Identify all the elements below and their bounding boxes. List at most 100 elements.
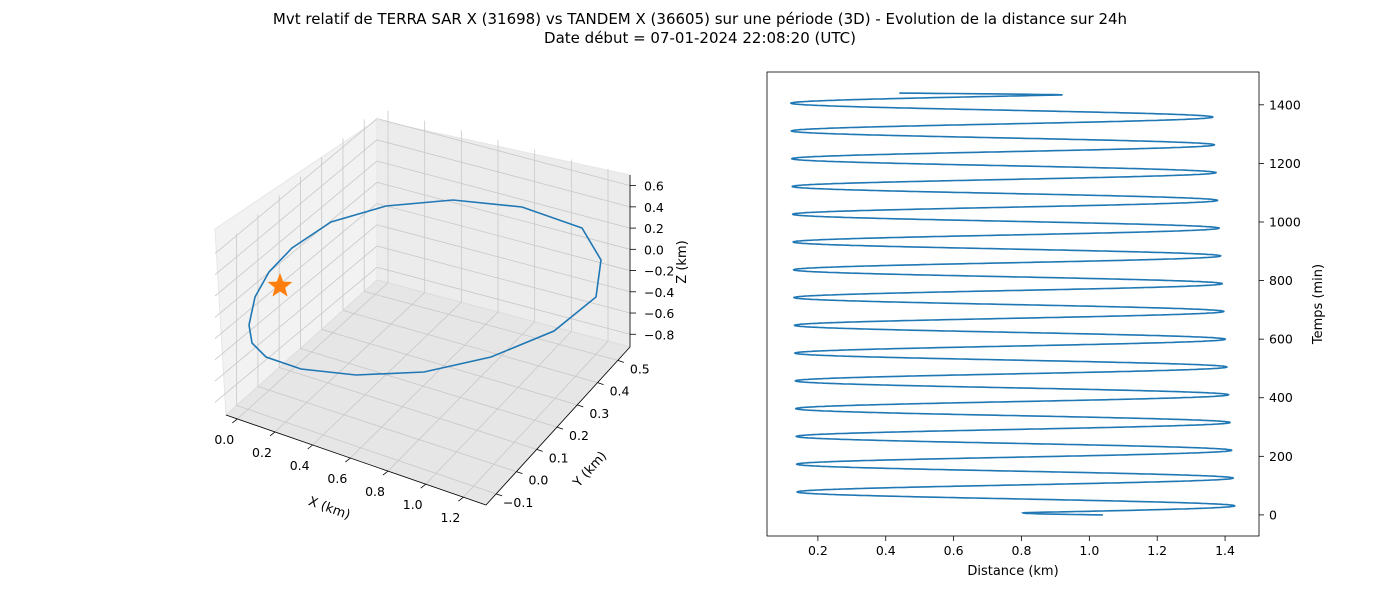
z-tick-label: −0.4 <box>644 285 674 300</box>
grid-line-z-left <box>214 245 378 382</box>
x-tick-label: 0.8 <box>365 484 385 499</box>
grid-line-x <box>237 282 389 420</box>
grid-line-x <box>350 311 499 459</box>
y-tick <box>617 359 624 363</box>
y-tick-label-2d: 0 <box>1269 507 1277 522</box>
y-tick-label-2d: 200 <box>1269 449 1293 464</box>
trajectory-path <box>248 199 602 376</box>
x-tick-label: 1.0 <box>403 497 423 512</box>
origin-star-marker <box>267 273 293 297</box>
trajectory-3d <box>248 199 602 376</box>
z-tick-label: 0.2 <box>644 221 664 236</box>
x-tick <box>232 418 238 424</box>
y-tick <box>556 426 564 430</box>
x-tick-label-2d: 0.6 <box>944 543 964 558</box>
chart-3d: 0.00.20.40.60.81.01.2−0.10.00.10.20.30.4… <box>214 110 690 526</box>
x-tick <box>382 470 389 476</box>
x-tick <box>307 444 313 450</box>
z-tick-label: 0.0 <box>644 242 664 257</box>
x-tick-label: 0.0 <box>214 432 234 447</box>
figure-title: Mvt relatif de TERRA SAR X (31698) vs TA… <box>272 10 1128 28</box>
x-tick <box>458 496 464 502</box>
y-tick-label: 0.3 <box>589 406 609 421</box>
grid-line-z-left <box>214 118 378 254</box>
z-axis-label: Z (km) <box>675 240 690 283</box>
ticks-3d: 0.00.20.40.60.81.01.2−0.10.00.10.20.30.4… <box>214 179 674 526</box>
grid-line-z-left <box>214 203 378 339</box>
x-tick-label-2d: 0.4 <box>876 543 896 558</box>
x-tick <box>420 483 426 489</box>
z-tick-label: −0.2 <box>644 264 674 279</box>
grid-line-z-left <box>214 139 378 276</box>
y-axis-label-2d: Temps (min) <box>1311 264 1326 345</box>
y-tick-label-2d: 600 <box>1269 332 1293 347</box>
grid-line-z <box>376 203 631 271</box>
y-tick <box>536 448 543 452</box>
grid-line-z-left <box>214 182 378 318</box>
x-ticks: 0.2 0.4 0.6 0.8 1.0 1.2 1.4 <box>808 536 1235 558</box>
x-tick-label: 0.6 <box>327 471 347 486</box>
grid-line-y <box>279 367 537 450</box>
grid-line-y <box>257 386 517 472</box>
x-tick-label: 0.4 <box>290 458 310 473</box>
grid-line-z <box>376 266 631 335</box>
y-tick-label: 0.2 <box>569 428 589 443</box>
grid-line-y <box>321 329 578 406</box>
chart-2d: 0.2 0.4 0.6 0.8 1.0 1.2 1.4 0 200 400 600 800 1000 1… <box>766 71 1326 579</box>
x-tick-label-2d: 1.0 <box>1079 543 1099 558</box>
grid-line-z-left <box>214 266 378 403</box>
grid-line-x <box>425 331 572 485</box>
figure-subtitle: Date début = 07-01-2024 22:08:20 (UTC) <box>544 29 856 47</box>
x-tick-label-2d: 0.8 <box>1012 543 1032 558</box>
z-tick-label: 0.4 <box>644 200 664 215</box>
y-tick-label-2d: 400 <box>1269 390 1293 405</box>
x-tick-label: 1.2 <box>440 510 460 525</box>
grid-line-z-left <box>214 160 378 297</box>
x-axis-label-2d: Distance (km) <box>967 564 1058 579</box>
y-tick-label: 0.5 <box>630 361 650 376</box>
y-tick-label: 0.0 <box>528 473 548 488</box>
grid-line-z-left <box>214 224 378 361</box>
y-tick-label: −0.1 <box>503 495 533 510</box>
x-tick-label-2d: 1.4 <box>1215 543 1235 558</box>
grid-line-y <box>364 291 618 361</box>
y-tick-label-2d: 800 <box>1269 273 1293 288</box>
y-tick-label: 0.1 <box>549 450 569 465</box>
y-axis-line <box>485 346 631 506</box>
grid-line-x <box>274 292 425 433</box>
x-tick <box>269 431 276 437</box>
x-tick-label: 0.2 <box>252 445 272 460</box>
distance-time-line <box>789 92 1236 516</box>
x-axis-line <box>225 414 487 506</box>
grid-line-x <box>463 340 609 498</box>
x-tick-label-2d: 1.2 <box>1147 543 1167 558</box>
x-tick-label-2d: 0.2 <box>808 543 828 558</box>
star-marker <box>267 273 293 297</box>
z-tick-label: −0.6 <box>644 306 674 321</box>
y-tick-label-2d: 1200 <box>1269 156 1301 171</box>
grid-line-z <box>376 139 631 208</box>
y-axis-label: Y (km) <box>570 449 610 491</box>
y-tick <box>496 493 503 497</box>
grid-line-z <box>376 245 631 314</box>
y-tick-label: 0.4 <box>610 384 630 399</box>
y-tick <box>516 471 523 474</box>
grid-line-x <box>387 321 535 472</box>
y-tick-label-2d: 1000 <box>1269 214 1301 229</box>
grid-line-y <box>300 348 558 428</box>
y-ticks: 0 200 400 600 800 1000 1200 1400 <box>1259 97 1301 522</box>
y-tick-label-2d: 1400 <box>1269 97 1301 112</box>
y-tick <box>597 382 604 385</box>
grid-line-z <box>376 160 631 229</box>
y-tick <box>577 404 584 408</box>
x-tick <box>345 457 351 463</box>
grid-line-y <box>342 310 598 383</box>
grid-line-z <box>376 118 631 187</box>
grid-line-y <box>236 405 497 495</box>
grid-line-z <box>376 224 631 293</box>
z-tick-label: 0.6 <box>644 179 664 194</box>
grid-3d <box>214 110 631 498</box>
x-axis-label: X (km) <box>306 494 352 523</box>
z-tick-label: −0.8 <box>644 327 674 342</box>
